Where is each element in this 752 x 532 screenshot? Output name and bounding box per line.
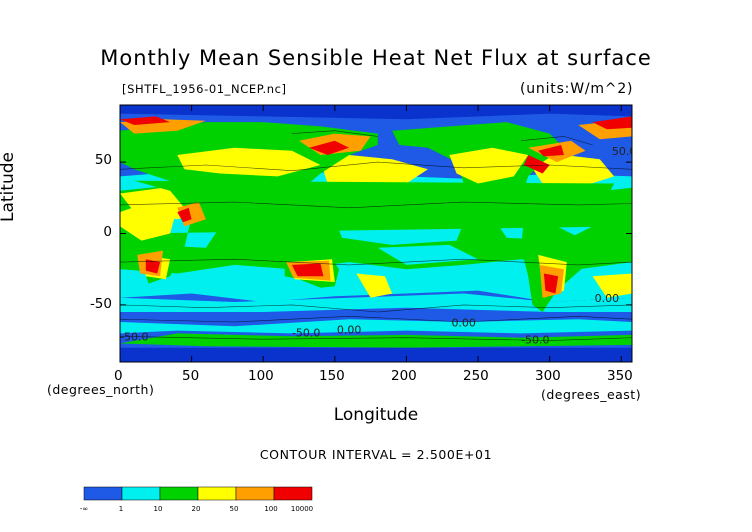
contour-label: 0.00 bbox=[337, 323, 362, 336]
eurasia-interior-yellow bbox=[177, 147, 321, 177]
x-tick-label: 300 bbox=[535, 368, 561, 384]
southern-cyan-band bbox=[120, 293, 632, 312]
y-axis-label: Latitude bbox=[0, 152, 18, 222]
antarctic-green bbox=[120, 333, 632, 348]
australia-red bbox=[291, 263, 324, 277]
colorbar-swatch bbox=[83, 486, 123, 501]
x-axis-label: Longitude bbox=[333, 405, 419, 425]
y-tick-label: -50 bbox=[89, 296, 112, 312]
contour-line bbox=[291, 130, 378, 137]
north-america-red bbox=[523, 155, 550, 174]
africa-land bbox=[134, 180, 629, 284]
contour-line bbox=[120, 304, 632, 313]
contour-label: 0.00 bbox=[595, 292, 620, 305]
greenland-land bbox=[549, 115, 607, 145]
contour-label: 50.0 bbox=[612, 145, 637, 158]
south-atlantic-yellow bbox=[592, 273, 632, 298]
y-tick-label: 50 bbox=[94, 152, 112, 168]
colorbar-tick-label: 20 bbox=[191, 505, 201, 513]
x-tick-label: 250 bbox=[463, 368, 489, 384]
x-tick-label: 350 bbox=[607, 368, 633, 384]
contour-label: -50.0 bbox=[120, 331, 148, 344]
colorbar-swatch bbox=[273, 486, 313, 501]
greenland-red bbox=[592, 116, 632, 130]
kalahari-red bbox=[145, 259, 161, 274]
y-units-label: (degrees_north) bbox=[47, 382, 155, 397]
x-tick-label: 200 bbox=[391, 368, 417, 384]
labrador-red bbox=[538, 145, 564, 157]
contour-line bbox=[120, 315, 632, 323]
x-tick-label: 50 bbox=[182, 368, 200, 384]
colorbar-swatch bbox=[235, 486, 275, 501]
contour-label: 0.00 bbox=[451, 316, 476, 329]
arctic-red bbox=[120, 116, 171, 125]
contour-line bbox=[120, 258, 632, 266]
contour-line bbox=[120, 161, 632, 172]
arabia-red bbox=[177, 207, 192, 223]
antarctic-polar bbox=[120, 347, 632, 362]
units-label: (units:W/m^2) bbox=[520, 81, 634, 97]
colorbar-tick-label: 1 bbox=[118, 505, 124, 513]
colorbar-swatch bbox=[197, 486, 237, 501]
x-units-label: (degrees_east) bbox=[541, 387, 642, 402]
y-tick-label: 0 bbox=[103, 224, 112, 240]
colorbar-tick-label: 100 bbox=[264, 505, 278, 513]
x-tick-label: 100 bbox=[248, 368, 274, 384]
colorbar-swatch bbox=[159, 486, 199, 501]
x-tick-label: 150 bbox=[319, 368, 345, 384]
siberia-red bbox=[309, 140, 350, 155]
arctic-polar bbox=[120, 105, 632, 120]
colorbar-swatch bbox=[121, 486, 161, 501]
contour-line bbox=[120, 201, 632, 209]
antarctic-cyan bbox=[120, 319, 632, 334]
contour-line bbox=[120, 336, 632, 341]
tasman-yellow bbox=[356, 273, 393, 298]
colorbar-tick-label: 10 bbox=[153, 505, 163, 513]
contour-label: -50.0 bbox=[521, 333, 549, 346]
contour-line bbox=[520, 136, 593, 146]
patagonia-red bbox=[543, 273, 559, 294]
sahel-yellow bbox=[120, 202, 178, 241]
x-tick-label: 0 bbox=[114, 368, 123, 384]
file-name: [SHTFL_1956-01_NCEP.nc] bbox=[122, 82, 287, 96]
map-layer: -50.0 -50.0 -50.0 0.00 0.00 0.00 50.0 bbox=[120, 105, 637, 362]
contour-label: -50.0 bbox=[292, 326, 320, 339]
na-interior-yellow bbox=[449, 147, 529, 184]
colorbar-tick-label: -∞ bbox=[79, 505, 89, 513]
chart-title: Monthly Mean Sensible Heat Net Flux at s… bbox=[100, 46, 652, 70]
gulfstream-yellow bbox=[528, 155, 615, 188]
colorbar-tick-label: 50 bbox=[229, 505, 239, 513]
contour-interval-text: CONTOUR INTERVAL = 2.500E+01 bbox=[259, 447, 493, 462]
colorbar-tick-label: 10000 bbox=[290, 505, 314, 513]
